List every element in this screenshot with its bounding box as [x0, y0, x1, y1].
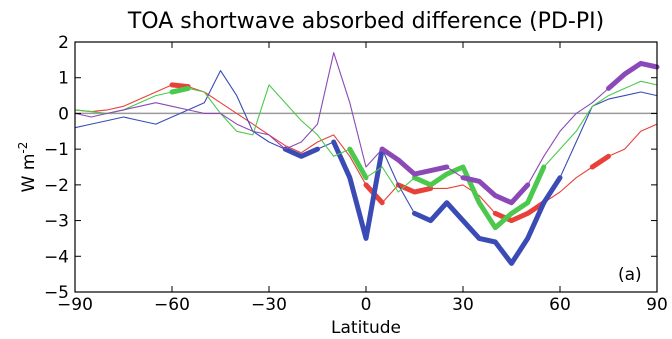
series-1-significant-segment-2: [412, 175, 563, 266]
series-layer: [74, 52, 660, 266]
series-2-significant-segment-0: [169, 85, 191, 95]
panel-label: (a): [618, 265, 642, 285]
y-tick-label: −3: [44, 212, 69, 232]
y-tick-label: 2: [58, 33, 69, 53]
x-tick-label: 90: [646, 295, 668, 315]
y-tick-label: 0: [58, 104, 69, 124]
y-tick-label: −2: [44, 176, 69, 196]
y-axis-label-sup: -2: [16, 142, 30, 154]
series-2-significant-segment-2: [412, 164, 547, 231]
x-tick-label: −30: [251, 295, 287, 315]
series-0-significant-segment-2: [395, 182, 434, 195]
y-axis-label-main: W m: [19, 154, 39, 193]
x-axis-label: Latitude: [331, 318, 401, 338]
x-tick-label: 60: [549, 295, 571, 315]
chart-title: TOA shortwave absorbed difference (PD-PI…: [127, 9, 604, 34]
series-3-significant-segment-1: [460, 175, 531, 206]
series-2-significant-segment-1: [347, 146, 369, 181]
series-0-significant-segment-0: [169, 82, 191, 90]
x-tick-label: −60: [154, 295, 190, 315]
y-axis-label: W m-2: [16, 142, 39, 193]
series-3-significant-segment-0: [379, 146, 450, 177]
y-tick-label: −5: [44, 283, 69, 303]
y-tick-label: −4: [44, 247, 69, 267]
y-tick-label: −1: [44, 140, 69, 160]
series-line-0: [74, 84, 658, 222]
series-line-2: [74, 80, 658, 229]
series-3-significant-segment-2: [606, 60, 660, 91]
ticks-layer: −90 −60 −30 0 30 60 90 2 1 0 −1 −2 −3 −4 −5: [44, 33, 668, 315]
x-tick-label: −90: [57, 295, 93, 315]
series-1-significant-segment-1: [331, 139, 385, 241]
x-tick-label: 30: [452, 295, 474, 315]
x-tick-label: 0: [361, 295, 372, 315]
series-line-3: [74, 52, 658, 204]
series-1-significant-segment-0: [282, 146, 320, 159]
series-0-significant-segment-4: [589, 153, 611, 170]
y-tick-label: 1: [58, 69, 69, 89]
series-0-significant-segment-3: [492, 200, 547, 224]
